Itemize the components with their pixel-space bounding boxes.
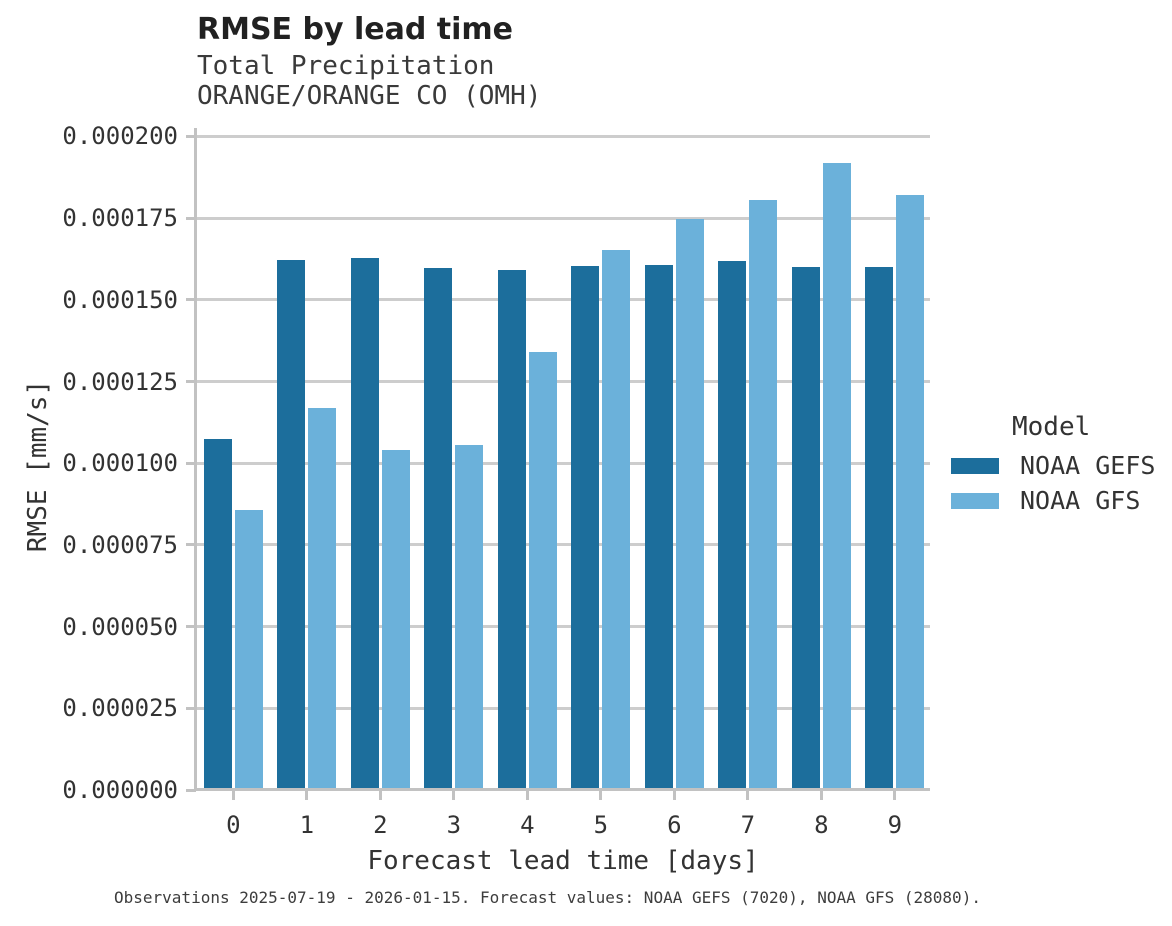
bar-noaa-gefs-lead-5 (571, 265, 600, 789)
y-tick-label: 0.000025 (62, 694, 178, 723)
gridline (196, 380, 930, 383)
chart-subtitle-variable: Total Precipitation (197, 51, 495, 81)
y-tick-mark (186, 380, 196, 383)
gridline (196, 706, 930, 710)
x-tick-label: 7 (740, 811, 756, 839)
bar-noaa-gfs-lead-8 (822, 162, 851, 789)
bar-noaa-gfs-lead-4 (528, 351, 557, 789)
bar-noaa-gefs-lead-7 (718, 260, 747, 789)
y-tick-mark (186, 298, 196, 302)
y-axis-spine (194, 128, 197, 791)
bar-noaa-gfs-lead-2 (381, 450, 410, 789)
x-tick-label: 8 (814, 811, 829, 839)
x-tick-mark (893, 791, 897, 800)
y-tick-mark (186, 706, 196, 710)
gridline (196, 461, 930, 465)
x-tick-label: 9 (887, 811, 903, 839)
gridline (196, 543, 930, 547)
x-tick-mark (819, 791, 823, 800)
gridline (196, 134, 930, 138)
x-axis-label: Forecast lead time [days] (367, 846, 759, 876)
gridline (196, 298, 930, 302)
y-tick-label: 0.000150 (62, 285, 178, 314)
x-tick-label: 3 (446, 811, 462, 839)
x-tick-label: 5 (593, 811, 609, 839)
legend-item-noaa-gfs: NOAA GFS (951, 488, 1140, 513)
bar-noaa-gfs-lead-3 (455, 444, 484, 789)
y-tick-label: 0.000125 (62, 367, 178, 396)
x-tick-label: 6 (667, 811, 682, 839)
bar-noaa-gfs-lead-5 (602, 250, 631, 789)
legend-item-noaa-gefs: NOAA GEFS (951, 453, 1155, 478)
y-tick-label: 0.000000 (62, 776, 178, 804)
bar-noaa-gfs-lead-0 (234, 510, 263, 789)
y-tick-label: 0.000175 (62, 204, 178, 233)
y-tick-mark (186, 134, 196, 138)
bar-noaa-gefs-lead-8 (791, 266, 820, 789)
bar-noaa-gfs-lead-1 (308, 408, 337, 789)
y-tick-label: 0.000050 (62, 612, 178, 641)
legend-title: Model (1012, 412, 1091, 442)
legend-item-label: NOAA GFS (1020, 486, 1141, 515)
x-tick-mark (231, 791, 235, 800)
bar-noaa-gfs-lead-7 (749, 200, 778, 789)
x-tick-mark (452, 791, 456, 800)
x-tick-label: 2 (373, 811, 388, 839)
bar-noaa-gefs-lead-2 (350, 257, 379, 789)
x-tick-label: 1 (299, 811, 315, 839)
x-axis-spine (194, 788, 930, 791)
gridline (196, 625, 930, 629)
y-tick-label: 0.000075 (62, 530, 178, 559)
chart-title: RMSE by lead time (197, 12, 513, 47)
y-tick-mark (186, 625, 196, 629)
y-tick-mark (186, 461, 196, 465)
x-tick-label: 0 (226, 811, 241, 839)
caption: Observations 2025-07-19 - 2026-01-15. Fo… (114, 888, 981, 907)
chart-subtitle-station: ORANGE/ORANGE CO (OMH) (197, 81, 542, 111)
y-tick-label: 0.000100 (62, 449, 178, 478)
legend-swatch-gefs (951, 457, 999, 474)
x-tick-label: 4 (520, 811, 535, 839)
bar-noaa-gefs-lead-1 (277, 259, 306, 789)
x-tick-mark (305, 791, 309, 800)
y-tick-mark (186, 216, 196, 220)
bar-noaa-gefs-lead-0 (203, 439, 232, 789)
x-tick-mark (378, 791, 382, 800)
y-tick-label: 0.000200 (62, 122, 178, 151)
legend-swatch-gfs (951, 492, 999, 509)
bar-noaa-gefs-lead-9 (865, 267, 894, 789)
x-tick-mark (525, 791, 529, 800)
legend-item-label: NOAA GEFS (1020, 451, 1156, 480)
x-tick-mark (599, 791, 603, 800)
bar-noaa-gefs-lead-4 (497, 270, 526, 789)
bar-noaa-gfs-lead-9 (896, 194, 925, 789)
bar-noaa-gefs-lead-6 (644, 264, 673, 789)
gridline (196, 216, 930, 220)
x-tick-mark (746, 791, 750, 800)
y-tick-mark (186, 543, 196, 547)
y-tick-mark (186, 788, 196, 792)
bar-noaa-gfs-lead-6 (675, 218, 704, 789)
x-tick-mark (672, 791, 676, 800)
bar-noaa-gefs-lead-3 (424, 268, 453, 789)
